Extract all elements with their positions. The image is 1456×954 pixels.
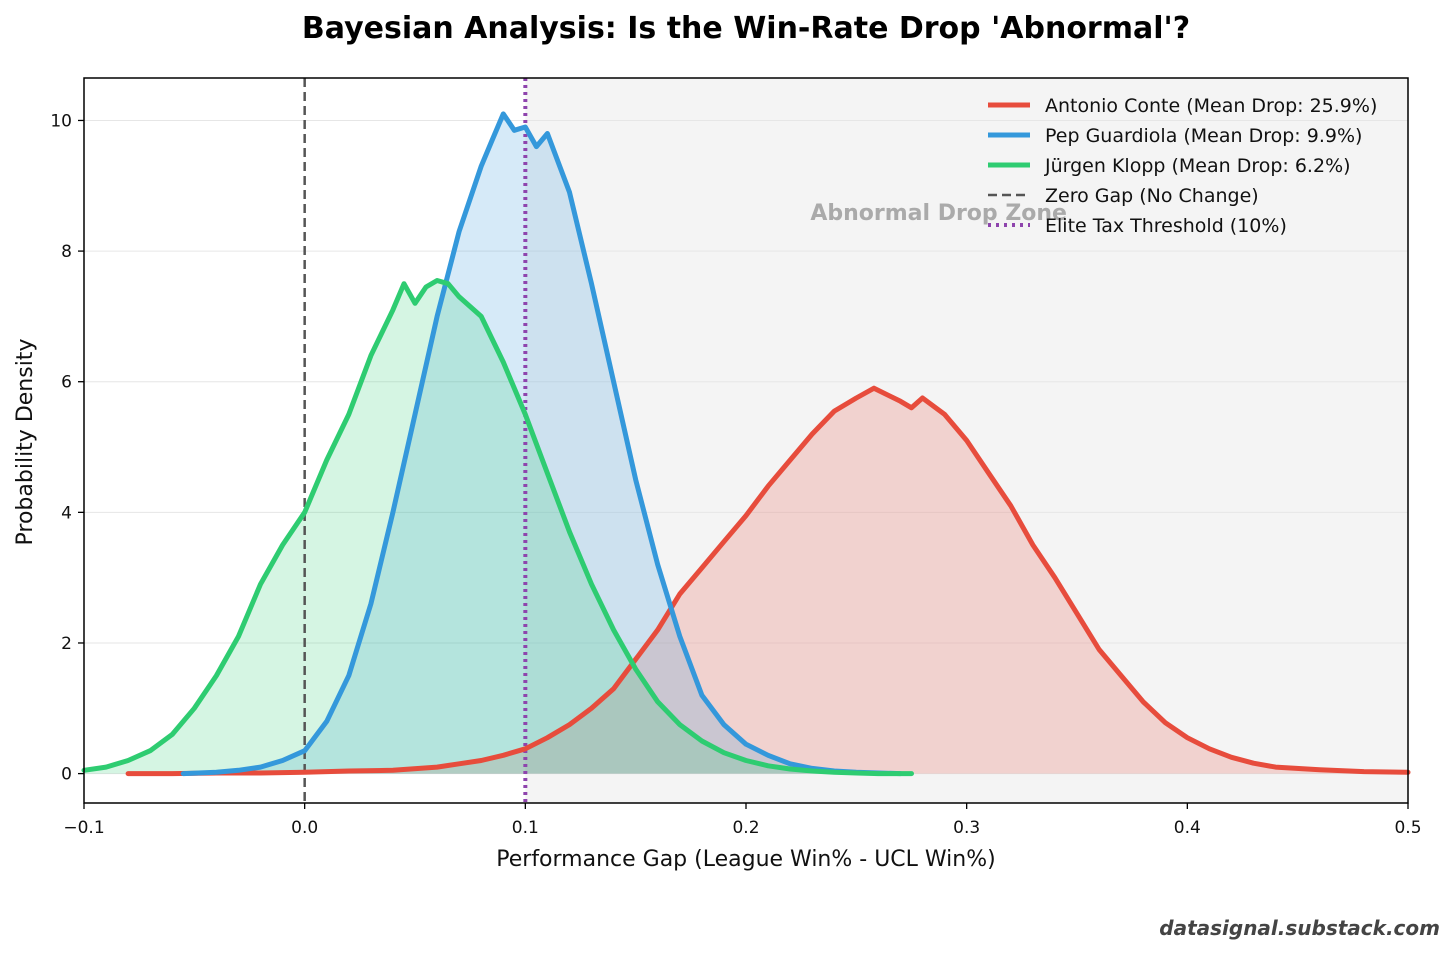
series-fill-conte — [128, 388, 1409, 774]
x-tick-label-2: 0.1 — [512, 818, 539, 838]
series-fill-guardiola — [183, 113, 901, 774]
x-tick-label-3: 0.2 — [732, 818, 759, 838]
series-line-klopp — [81, 278, 914, 777]
legend-label-klopp: Jürgen Klopp (Mean Drop: 6.2%) — [1044, 155, 1351, 177]
series-line-conte — [125, 385, 1411, 777]
x-tick-label-1: 0.0 — [291, 818, 318, 838]
y-tick-label-5: 10 — [50, 111, 72, 131]
y-tick-label-2: 4 — [61, 503, 72, 523]
x-tick-label-6: 0.5 — [1394, 818, 1421, 838]
density-fills — [84, 113, 1409, 774]
series-fill-klopp — [84, 280, 912, 774]
plot-area: Abnormal Drop Zone — [81, 77, 1411, 804]
watermark: datasignal.substack.com — [1159, 916, 1440, 940]
legend: Antonio Conte (Mean Drop: 25.9%) Pep Guar… — [988, 95, 1377, 237]
legend-label-conte: Antonio Conte (Mean Drop: 25.9%) — [1045, 95, 1377, 117]
y-tick-label-3: 6 — [61, 373, 72, 393]
x-tick-label-5: 0.4 — [1174, 818, 1201, 838]
legend-label-guardiola: Pep Guardiola (Mean Drop: 9.9%) — [1045, 125, 1362, 147]
y-axis-ticks: 0 2 4 6 8 10 — [50, 111, 84, 785]
density-lines — [81, 111, 1411, 777]
y-tick-label-4: 8 — [61, 242, 72, 262]
x-axis-ticks: −0.1 0.0 0.1 0.2 0.3 0.4 0.5 — [63, 803, 1422, 838]
chart-title: Bayesian Analysis: Is the Win-Rate Drop … — [302, 11, 1190, 46]
y-tick-label-1: 2 — [61, 634, 72, 654]
x-axis-label: Performance Gap (League Win% - UCL Win%) — [496, 847, 995, 872]
y-axis-label: Probability Density — [13, 339, 38, 546]
x-tick-label-4: 0.3 — [953, 818, 980, 838]
x-tick-label-0: −0.1 — [63, 818, 104, 838]
abnormal-zone-label: Abnormal Drop Zone — [810, 201, 1067, 226]
reference-lines — [303, 78, 528, 803]
legend-label-zero-gap: Zero Gap (No Change) — [1045, 185, 1259, 207]
y-tick-label-0: 0 — [61, 765, 72, 785]
legend-label-elite-tax: Elite Tax Threshold (10%) — [1045, 215, 1287, 237]
series-line-guardiola — [180, 111, 903, 777]
